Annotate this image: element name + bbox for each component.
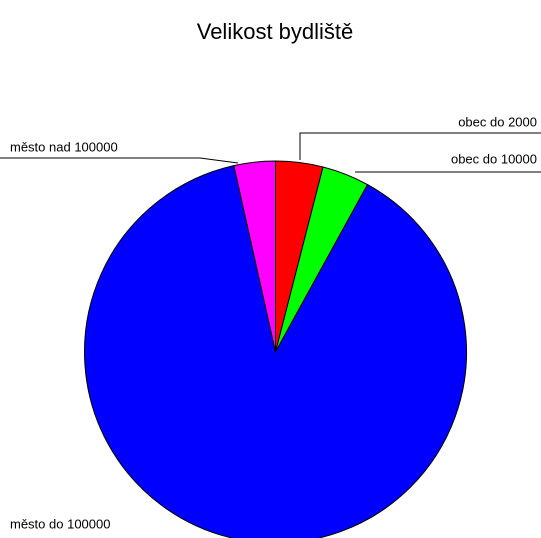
pie (84, 160, 467, 538)
chart-title: Velikost bydliště (197, 19, 354, 44)
leader-line (299, 132, 541, 160)
pie-slice (84, 165, 467, 538)
slice-label: město do 100000 (10, 516, 110, 531)
slice-label: město nad 100000 (10, 139, 118, 154)
slice-label: obec do 2000 (458, 114, 537, 129)
leader-line (0, 157, 239, 164)
pie-slice (233, 160, 276, 353)
slice-label: obec do 10000 (451, 151, 537, 166)
